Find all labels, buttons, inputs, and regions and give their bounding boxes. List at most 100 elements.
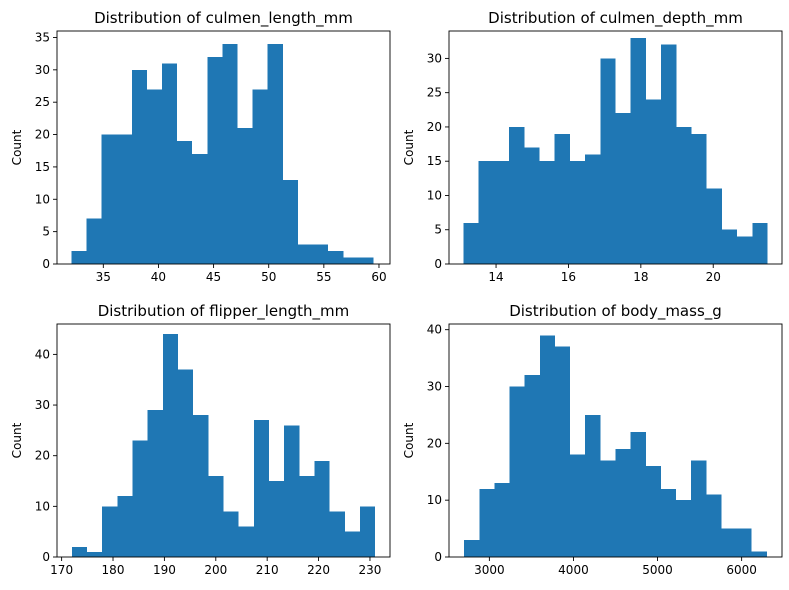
histogram-bar: [117, 496, 133, 557]
histogram-bar: [721, 528, 737, 557]
x-tick-label: 210: [256, 563, 279, 577]
y-tick-label: 20: [35, 449, 50, 463]
histogram-bar: [131, 69, 147, 264]
y-tick-label: 10: [35, 192, 50, 206]
histogram-bar: [313, 244, 329, 264]
histogram-bar: [344, 531, 360, 557]
y-tick-label: 40: [35, 347, 50, 361]
x-tick-label: 60: [371, 270, 386, 284]
histogram-bar: [282, 179, 298, 264]
histogram-bar: [585, 154, 601, 264]
histogram-bar: [193, 415, 209, 557]
histogram-bar: [146, 89, 162, 264]
histogram-bar: [600, 58, 616, 264]
histogram-panel: 170 180 190 200 210 220 230 0 10 20 30 40 Distributi…: [10, 302, 391, 577]
y-tick-label: 0: [42, 550, 50, 564]
x-tick-label: 40: [151, 270, 166, 284]
x-tick-label: 50: [261, 270, 276, 284]
histogram-bar: [493, 161, 510, 264]
histogram-bar: [509, 126, 525, 264]
histogram-panel: 35 40 45 50 55 60 0 5 10 15 20 25 30 35 Distribution o…: [10, 9, 391, 284]
chart-title: Distribution of culmen_depth_mm: [488, 9, 743, 28]
y-tick-label: 25: [35, 95, 50, 109]
histogram-bar: [329, 511, 345, 557]
histogram-bar: [524, 147, 540, 264]
histogram-bar: [237, 128, 253, 264]
histogram-bar: [691, 133, 707, 264]
x-tick-label: 170: [50, 563, 73, 577]
plot-frame: [56, 323, 391, 558]
histogram-bar: [645, 99, 662, 264]
histogram-bar: [299, 475, 315, 557]
histogram-bar: [615, 449, 631, 557]
histogram-bar: [238, 526, 254, 557]
histogram-bar: [570, 454, 586, 557]
y-tick-label: 0: [42, 257, 50, 271]
histogram-panel: 14 16 18 20 0 5 10 15 20 25 30 Distribution of culm…: [402, 9, 783, 284]
histogram-bar: [252, 89, 268, 264]
histogram-bar: [494, 483, 510, 557]
histogram-bar: [539, 335, 555, 557]
histogram-bar: [752, 222, 768, 264]
y-tick-label: 15: [35, 160, 50, 174]
histogram-bar: [222, 43, 238, 264]
histogram-bar: [223, 511, 239, 557]
histogram-bar: [161, 63, 178, 264]
chart-title: Distribution of body_mass_g: [509, 302, 722, 321]
plot-frame: [448, 323, 783, 558]
histogram-bar: [630, 431, 646, 557]
y-tick-label: 20: [427, 120, 442, 134]
histogram-bar: [478, 161, 494, 264]
histogram-bar: [645, 466, 661, 557]
histogram-bar: [162, 334, 179, 557]
y-axis-label: Count: [10, 129, 24, 165]
histogram-bar: [267, 43, 283, 264]
x-tick-label: 220: [307, 563, 330, 577]
histogram-bar: [284, 425, 300, 557]
y-tick-label: 10: [427, 188, 442, 202]
histogram-bar: [87, 551, 103, 557]
histogram-bar: [297, 244, 314, 264]
histogram-bar: [691, 460, 707, 557]
y-tick-label: 15: [427, 154, 442, 168]
histogram-bar: [554, 133, 570, 264]
histogram-bar: [569, 161, 586, 264]
y-tick-label: 30: [35, 398, 50, 412]
y-tick-label: 20: [35, 128, 50, 142]
histogram-bar: [358, 257, 374, 264]
histogram-bar: [86, 218, 102, 264]
x-tick-label: 55: [316, 270, 331, 284]
histogram-panel: 3000 4000 5000 6000 0 10 20 30 40 Distribution of…: [402, 302, 783, 577]
y-axis-label: Count: [10, 422, 24, 458]
y-tick-label: 35: [35, 30, 50, 44]
histogram-bar: [328, 251, 344, 264]
histogram-bar: [706, 494, 722, 557]
histogram-bar: [102, 506, 118, 557]
y-tick-label: 0: [434, 257, 442, 271]
y-tick-label: 30: [427, 380, 442, 394]
histogram-bar: [736, 528, 752, 557]
histogram-bar: [463, 222, 479, 264]
x-tick-label: 4000: [558, 563, 589, 577]
histogram-bar: [207, 56, 223, 264]
histogram-bar: [147, 410, 163, 557]
x-tick-label: 200: [204, 563, 227, 577]
histogram-bar: [524, 375, 540, 557]
x-tick-label: 190: [153, 563, 176, 577]
x-tick-label: 35: [96, 270, 111, 284]
histogram-bar: [253, 420, 269, 557]
x-tick-label: 3000: [474, 563, 505, 577]
y-tick-label: 10: [35, 499, 50, 513]
y-tick-label: 10: [427, 493, 442, 507]
y-tick-label: 5: [434, 223, 442, 237]
chart-title: Distribution of flipper_length_mm: [98, 302, 350, 321]
histogram-bar: [116, 134, 132, 264]
histogram-bar: [509, 386, 525, 557]
histogram-bar: [479, 488, 495, 557]
histogram-bar: [132, 440, 148, 557]
histogram-bar: [721, 229, 738, 264]
x-tick-label: 20: [706, 270, 721, 284]
x-tick-label: 5000: [642, 563, 673, 577]
